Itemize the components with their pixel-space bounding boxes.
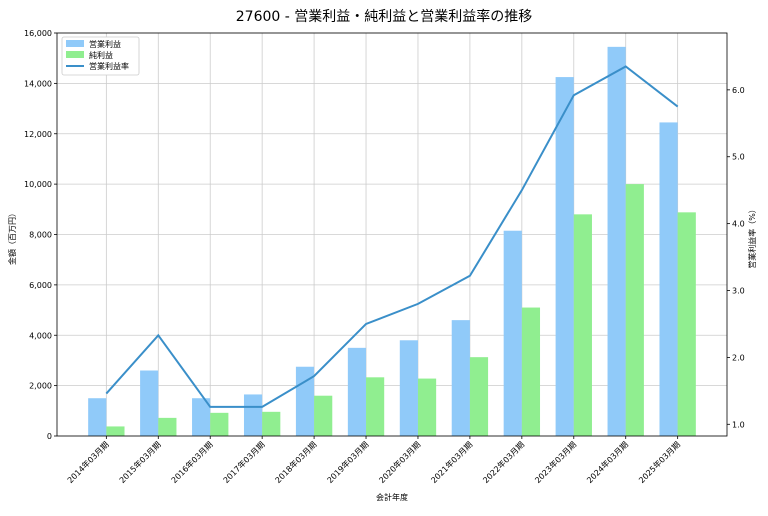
bar-operating-profit: [659, 122, 678, 437]
bar-net-profit: [158, 417, 177, 436]
y-tick-label-left: 12,000: [24, 130, 52, 139]
bar-operating-profit: [88, 398, 107, 436]
x-tick-label: 2017年03月期: [221, 439, 267, 485]
bar-operating-profit: [503, 230, 522, 436]
bar-operating-profit: [607, 46, 626, 437]
x-tick-label: 2024年03月期: [584, 439, 630, 485]
y-tick-label-left: 10,000: [24, 180, 52, 189]
bar-net-profit: [625, 184, 644, 436]
bar-net-profit: [469, 357, 489, 436]
bar-net-profit: [314, 395, 333, 436]
y-tick-label-left: 8,000: [29, 231, 52, 240]
y-tick-label-right: 2.0: [732, 353, 745, 362]
x-tick-label: 2020年03月期: [377, 439, 423, 485]
legend-label: 営業利益率: [89, 61, 129, 71]
bar-net-profit: [417, 378, 437, 436]
x-tick-label: 2019年03月期: [325, 439, 371, 485]
plot-frame: [56, 32, 728, 437]
y-axis-label-right: 営業利益率（%）: [747, 205, 757, 269]
bar-net-profit: [210, 412, 229, 436]
legend-label: 純利益: [89, 50, 113, 60]
bar-operating-profit: [451, 320, 470, 436]
legend-label: 営業利益: [89, 39, 121, 49]
bar-net-profit: [521, 307, 541, 436]
x-axis-label: 会計年度: [376, 492, 408, 502]
x-tick-label: 2016年03月期: [169, 439, 215, 485]
bar-operating-profit: [399, 340, 418, 436]
bar-operating-profit: [555, 77, 574, 436]
bar-net-profit: [106, 426, 125, 436]
x-tick-label: 2022年03月期: [481, 439, 527, 485]
bar-net-profit: [677, 212, 696, 436]
legend-swatch: [66, 51, 84, 58]
y-tick-label-right: 1.0: [732, 420, 745, 429]
y-tick-label-left: 4,000: [29, 331, 52, 340]
x-tick-label: 2014年03月期: [65, 439, 111, 485]
chart-title: 27600 - 営業利益・純利益と営業利益率の推移: [236, 8, 533, 25]
x-tick-label: 2015年03月期: [117, 439, 163, 485]
y-tick-label-left: 2,000: [29, 382, 52, 391]
bar-operating-profit: [243, 394, 263, 436]
y-axis-label-left: 金額（百万円）: [7, 209, 17, 265]
y-tick-label-right: 4.0: [732, 220, 745, 229]
bar-net-profit: [366, 377, 385, 436]
y-tick-label-left: 6,000: [29, 281, 52, 290]
bar-operating-profit: [140, 370, 159, 436]
x-tick-label: 2021年03月期: [429, 439, 475, 485]
legend-swatch: [66, 40, 84, 47]
plot-area: 0 2,000 4,000 6,000 8,000 10,000 12,000 14,000 1…: [24, 29, 745, 485]
bar-operating-profit: [192, 398, 211, 436]
y-tick-label-left: 16,000: [24, 29, 52, 38]
x-tick-label: 2025年03月期: [636, 439, 682, 485]
bar-net-profit: [573, 214, 592, 436]
y-tick-label-left: 0: [47, 432, 52, 441]
y-tick-label-left: 14,000: [24, 79, 52, 88]
y-tick-label-right: 3.0: [732, 287, 745, 296]
bar-net-profit: [262, 411, 281, 436]
x-tick-label: 2023年03月期: [533, 439, 579, 485]
y-tick-label-right: 5.0: [732, 153, 745, 162]
bar-operating-profit: [347, 347, 367, 436]
x-tick-label: 2018年03月期: [273, 439, 319, 485]
line-operating-margin: [105, 65, 679, 408]
y-tick-label-right: 6.0: [732, 86, 745, 95]
